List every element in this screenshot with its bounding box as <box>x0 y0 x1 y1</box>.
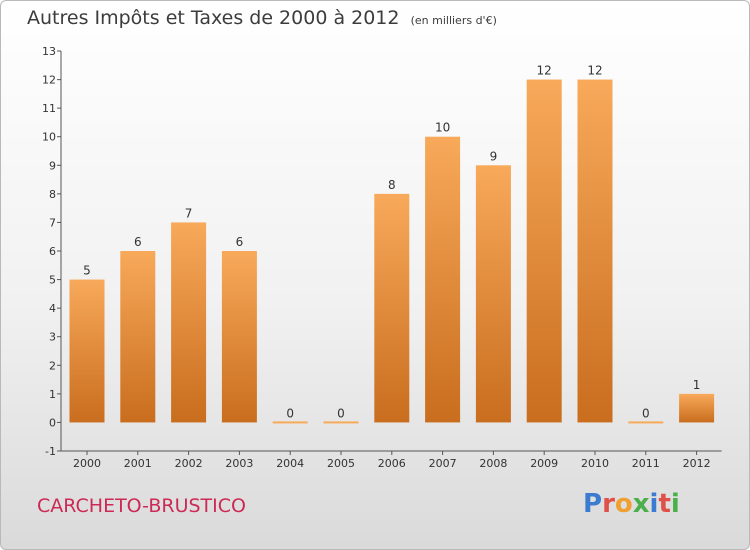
data-label: 0 <box>286 406 294 420</box>
y-tick-label: 4 <box>49 302 56 315</box>
data-label: 1 <box>693 378 701 392</box>
logo-letter: i <box>649 489 659 519</box>
data-label: 6 <box>134 235 142 249</box>
logo-letter: t <box>658 489 671 519</box>
x-tick-label: 2001 <box>124 457 152 470</box>
data-label: 12 <box>587 64 602 78</box>
x-tick-label: 2007 <box>429 457 457 470</box>
logo-letter: o <box>614 489 633 519</box>
x-tick-label: 2002 <box>175 457 203 470</box>
logo-letter: P <box>583 489 603 519</box>
chart-title-block: Autres Impôts et Taxes de 2000 à 2012 (e… <box>27 7 497 29</box>
y-tick-label: 6 <box>49 245 56 258</box>
x-tick-label: 2011 <box>632 457 660 470</box>
bar <box>323 421 359 424</box>
y-tick-label: 11 <box>42 102 56 115</box>
x-tick-label: 2006 <box>378 457 406 470</box>
data-label: 10 <box>435 121 450 135</box>
logo-letter: i <box>670 489 680 519</box>
x-tick-label: 2005 <box>327 457 355 470</box>
data-label: 6 <box>236 235 244 249</box>
y-tick-label: 7 <box>49 216 56 229</box>
x-tick-label: 2000 <box>73 457 101 470</box>
data-labels: 5 6 7 6 0 0 8 10 9 12 12 0 1 <box>83 64 700 421</box>
bar <box>475 165 511 423</box>
data-label: 8 <box>388 178 396 192</box>
data-label: 7 <box>185 206 193 220</box>
bar <box>628 421 664 424</box>
data-label: 0 <box>337 406 345 420</box>
proxiti-logo: Proxiti <box>583 489 680 519</box>
y-tick-label: 3 <box>49 331 56 344</box>
logo-letter: x <box>632 489 650 519</box>
y-tick-label: 10 <box>42 131 56 144</box>
x-tick-label: 2012 <box>683 457 711 470</box>
commune-name: CARCHETO-BRUSTICO <box>37 495 246 517</box>
x-tick-label: 2003 <box>225 457 253 470</box>
bar <box>69 279 105 423</box>
bar <box>526 79 562 423</box>
y-tick-label: 0 <box>49 416 56 429</box>
data-label: 12 <box>537 64 552 78</box>
bar <box>272 421 308 424</box>
logo-letter: r <box>602 489 615 519</box>
y-tick-label: 1 <box>49 388 56 401</box>
bar <box>425 136 461 423</box>
x-tick-label: 2004 <box>276 457 304 470</box>
bar <box>171 222 207 423</box>
data-label: 9 <box>490 149 498 163</box>
y-tick-label: 13 <box>42 45 56 58</box>
bar <box>679 393 715 423</box>
x-tick-label: 2009 <box>530 457 558 470</box>
bar <box>221 251 257 423</box>
bar <box>577 79 613 423</box>
y-tick-label: 12 <box>42 74 56 87</box>
chart-unit: (en milliers d'€) <box>410 14 497 27</box>
bars <box>69 79 715 424</box>
y-tick-label: 2 <box>49 359 56 372</box>
y-tick-label: 8 <box>49 188 56 201</box>
bar <box>374 193 410 423</box>
y-tick-label: 5 <box>49 274 56 287</box>
x-tick-label: 2008 <box>479 457 507 470</box>
data-label: 5 <box>83 264 91 278</box>
x-tick-label: 2010 <box>581 457 609 470</box>
y-tick-label: -1 <box>45 445 56 458</box>
chart-title: Autres Impôts et Taxes de 2000 à 2012 <box>27 7 400 29</box>
bar <box>120 251 156 423</box>
data-label: 0 <box>642 406 650 420</box>
y-tick-label: 9 <box>49 159 56 172</box>
